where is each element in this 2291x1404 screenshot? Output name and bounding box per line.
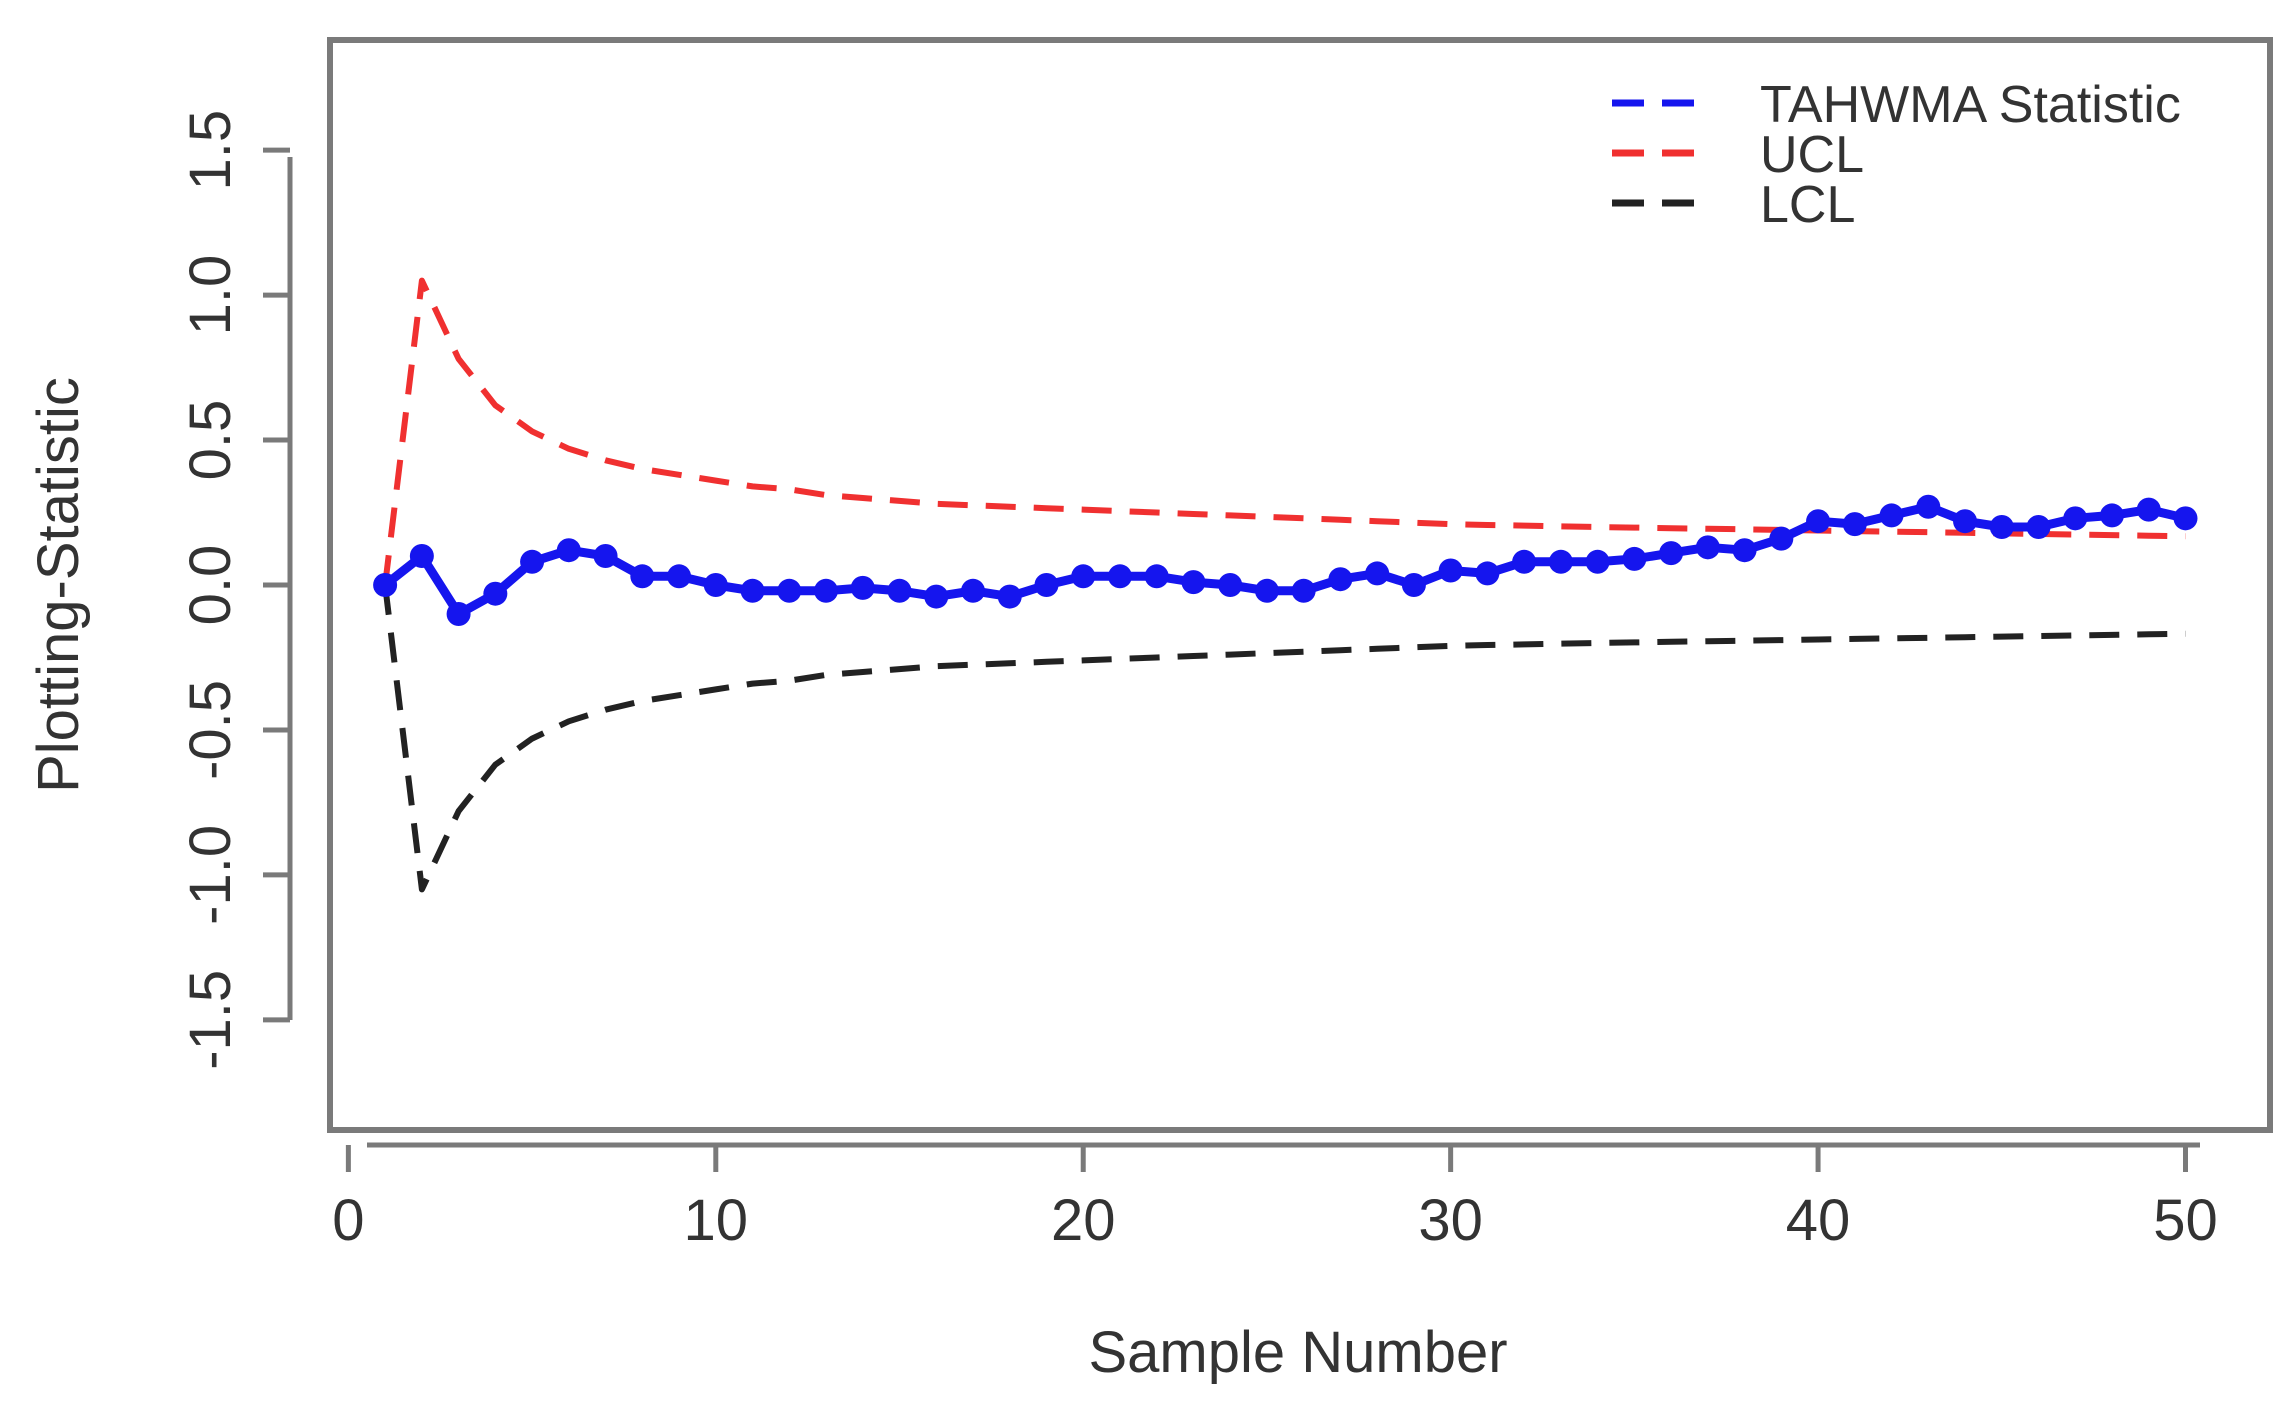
x-tick-label-0: 0 xyxy=(332,1188,364,1253)
statistic-point-17 xyxy=(960,578,985,603)
statistic-point-23 xyxy=(1181,570,1206,595)
statistic-point-20 xyxy=(1071,564,1096,589)
statistic-point-24 xyxy=(1218,573,1243,597)
statistic-point-12 xyxy=(777,578,802,603)
statistic-point-49 xyxy=(2136,497,2161,522)
statistic-point-19 xyxy=(1034,573,1059,597)
statistic-point-43 xyxy=(1916,494,1941,519)
x-tick-label-10: 10 xyxy=(684,1188,749,1253)
statistic-point-11 xyxy=(740,578,765,603)
y-tick-label--1: -1.0 xyxy=(178,825,243,925)
y-tick-label-0: 0.0 xyxy=(178,545,243,626)
y-tick-label--1.5: -1.5 xyxy=(178,970,243,1070)
legend-label-lcl: LCL xyxy=(1760,176,1855,234)
plot-frame xyxy=(327,37,2273,1133)
statistic-point-1 xyxy=(373,573,398,597)
statistic-point-34 xyxy=(1585,549,1610,574)
legend-label-ucl: UCL xyxy=(1760,126,1864,184)
statistic-point-33 xyxy=(1548,549,1573,574)
statistic-point-32 xyxy=(1512,549,1537,574)
series-layer xyxy=(373,277,2198,893)
x-tick-label-50: 50 xyxy=(2153,1188,2218,1253)
statistic-point-15 xyxy=(887,578,912,603)
statistic-point-45 xyxy=(1989,515,2014,540)
y-axis-title: Plotting-Statistic xyxy=(26,377,91,793)
legend: TAHWMA Statistic UCL LCL xyxy=(1612,76,2181,234)
statistic-point-39 xyxy=(1769,526,1794,551)
legend-label-statistic: TAHWMA Statistic xyxy=(1760,76,2181,134)
statistic-point-16 xyxy=(924,584,949,609)
statistic-point-28 xyxy=(1365,561,1390,586)
series-line-ucl xyxy=(382,277,2186,586)
x-axis-title: Sample Number xyxy=(1088,1320,1507,1385)
x-axis-ticks: 0 10 20 30 40 50 xyxy=(332,1145,2218,1253)
statistic-point-48 xyxy=(2100,503,2125,528)
x-tick-label-40: 40 xyxy=(1786,1188,1851,1253)
statistic-point-26 xyxy=(1291,578,1316,603)
statistic-point-25 xyxy=(1254,578,1279,603)
statistic-point-4 xyxy=(483,581,508,606)
statistic-point-47 xyxy=(2063,506,2088,531)
x-tick-label-20: 20 xyxy=(1051,1188,1116,1253)
statistic-point-38 xyxy=(1732,538,1757,563)
statistic-point-31 xyxy=(1475,561,1500,586)
statistic-point-3 xyxy=(446,601,471,626)
y-tick-label--0.5: -0.5 xyxy=(178,680,243,780)
statistic-point-44 xyxy=(1953,509,1978,534)
statistic-point-13 xyxy=(814,578,839,603)
statistic-point-46 xyxy=(2026,515,2051,540)
statistic-point-40 xyxy=(1806,509,1831,534)
statistic-point-6 xyxy=(556,538,581,563)
statistic-point-10 xyxy=(703,573,728,597)
statistic-point-9 xyxy=(667,564,692,589)
statistic-point-21 xyxy=(1107,564,1132,589)
statistic-point-14 xyxy=(850,575,875,600)
statistic-point-41 xyxy=(1842,512,1867,537)
statistic-point-37 xyxy=(1695,535,1720,560)
statistic-point-7 xyxy=(593,544,618,569)
statistic-point-18 xyxy=(997,584,1022,609)
y-tick-label-1.5: 1.5 xyxy=(178,110,243,191)
statistic-point-2 xyxy=(409,544,434,569)
series-line-lcl xyxy=(382,584,2186,893)
x-tick-label-30: 30 xyxy=(1418,1188,1483,1253)
y-tick-label-1: 1.0 xyxy=(178,255,243,336)
statistic-point-50 xyxy=(2173,506,2198,531)
statistic-point-30 xyxy=(1438,558,1463,583)
statistic-point-22 xyxy=(1144,564,1169,589)
statistic-point-42 xyxy=(1879,503,1904,528)
statistic-point-27 xyxy=(1328,567,1353,592)
statistic-point-35 xyxy=(1622,546,1647,571)
y-tick-label-0.5: 0.5 xyxy=(178,400,243,481)
statistic-point-5 xyxy=(520,549,545,574)
statistic-point-8 xyxy=(630,564,655,589)
statistic-point-36 xyxy=(1659,541,1684,566)
y-axis-ticks: -1.5 -1.0 -0.5 0.0 0.5 1.0 1.5 xyxy=(178,110,290,1070)
series-line-statistic xyxy=(382,502,2187,619)
statistic-point-29 xyxy=(1401,573,1426,597)
